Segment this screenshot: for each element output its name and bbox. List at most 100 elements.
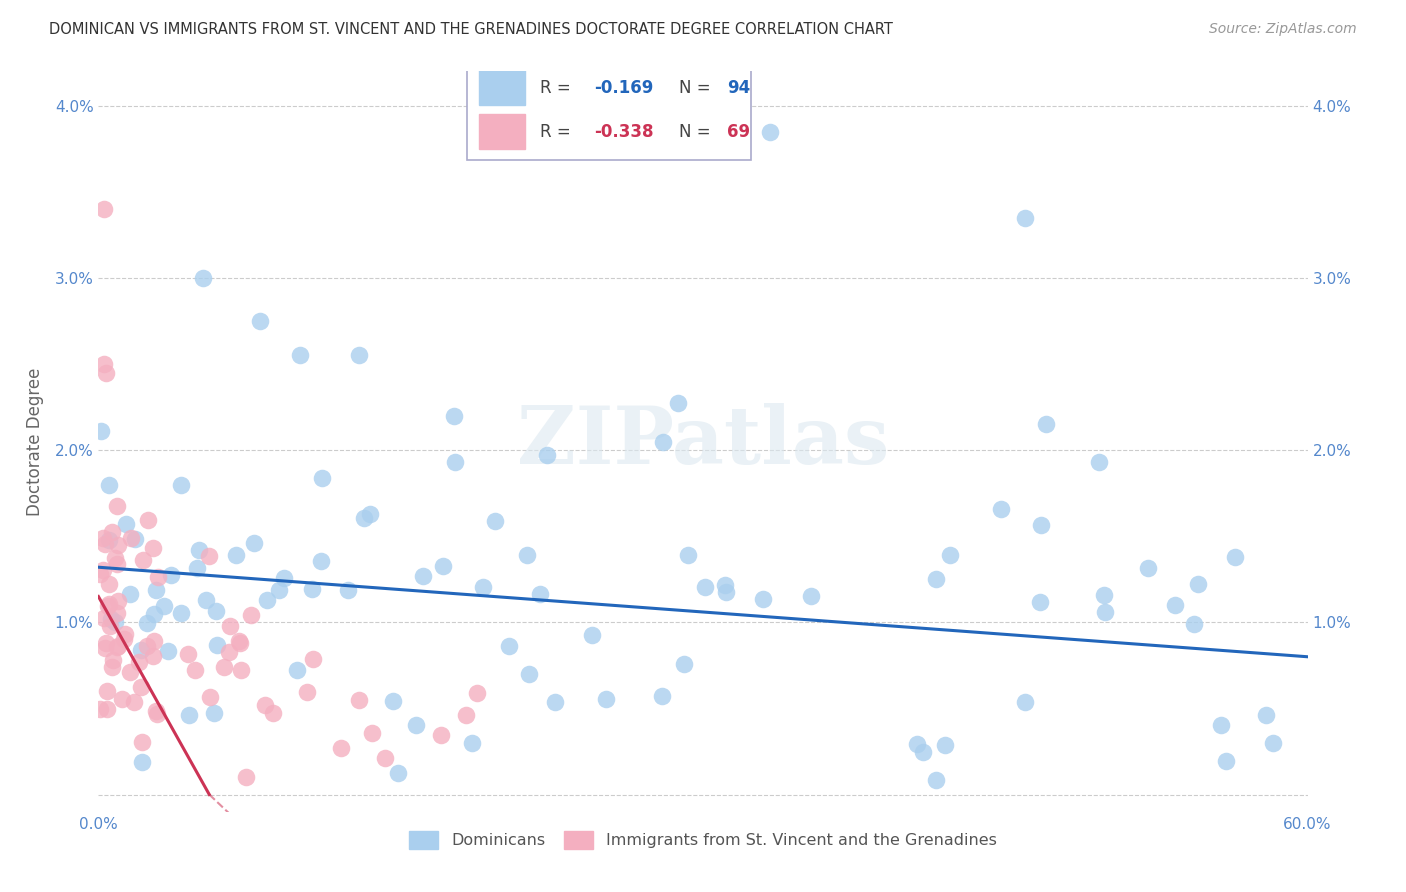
Point: [131, 735, 153, 749]
Point: [93, 611, 115, 625]
Point: [1187, 576, 1209, 591]
Point: [1225, 550, 1247, 565]
Point: [129, 680, 152, 694]
Point: [142, 541, 165, 555]
Text: ZIPatlas: ZIPatlas: [517, 402, 889, 481]
Point: [938, 548, 960, 562]
Point: [361, 726, 384, 740]
Point: [153, 599, 176, 614]
Point: [1137, 561, 1160, 575]
Point: [387, 765, 409, 780]
Point: [97, 599, 120, 614]
Point: [262, 706, 284, 721]
Text: R =: R =: [540, 78, 576, 96]
Point: [925, 773, 948, 788]
Point: [114, 516, 136, 531]
Point: [193, 271, 215, 285]
Point: [96, 366, 118, 380]
Point: [412, 569, 434, 583]
Point: [98, 477, 121, 491]
Point: [107, 639, 129, 653]
Point: [353, 510, 375, 524]
Y-axis label: Doctorate Degree: Doctorate Degree: [25, 368, 44, 516]
Point: [516, 548, 538, 562]
Point: [118, 586, 141, 600]
Point: [89, 702, 111, 716]
Point: [235, 770, 257, 784]
Point: [297, 685, 319, 699]
Point: [666, 396, 689, 410]
Point: [1263, 736, 1285, 750]
Point: [678, 549, 700, 563]
Point: [651, 690, 673, 704]
Legend: Dominicans, Immigrants from St. Vincent and the Grenadines: Dominicans, Immigrants from St. Vincent …: [404, 824, 1002, 855]
Point: [132, 553, 155, 567]
Point: [309, 554, 332, 568]
Point: [177, 647, 200, 661]
Point: [198, 549, 221, 563]
Point: [120, 531, 142, 545]
Point: [269, 583, 291, 598]
Point: [311, 471, 333, 485]
Point: [432, 558, 454, 573]
Point: [122, 695, 145, 709]
Point: [651, 434, 673, 449]
Point: [1088, 455, 1111, 469]
Point: [288, 348, 311, 362]
Text: 94: 94: [727, 78, 751, 96]
Point: [142, 633, 165, 648]
Point: [107, 640, 129, 654]
Point: [142, 607, 165, 622]
Point: [96, 636, 118, 650]
Point: [145, 705, 167, 719]
Point: [204, 706, 226, 720]
Point: [89, 566, 111, 581]
Point: [461, 736, 484, 750]
Point: [131, 755, 153, 769]
Point: [112, 632, 135, 646]
Point: [179, 708, 201, 723]
Point: [186, 561, 208, 575]
Point: [444, 455, 467, 469]
Point: [581, 628, 603, 642]
Point: [498, 640, 520, 654]
Point: [103, 653, 125, 667]
Point: [100, 525, 122, 540]
Text: Source: ZipAtlas.com: Source: ZipAtlas.com: [1209, 22, 1357, 37]
Point: [465, 686, 488, 700]
Point: [100, 612, 122, 626]
Point: [443, 409, 465, 424]
Point: [905, 737, 928, 751]
Point: [128, 655, 150, 669]
Point: [114, 626, 136, 640]
Point: [359, 508, 381, 522]
Point: [285, 664, 308, 678]
Point: [330, 740, 353, 755]
Point: [1182, 616, 1205, 631]
Point: [1029, 595, 1052, 609]
FancyBboxPatch shape: [467, 61, 751, 161]
Point: [405, 718, 427, 732]
Point: [94, 640, 117, 655]
Point: [98, 533, 121, 548]
Point: [595, 692, 617, 706]
Point: [136, 616, 159, 631]
Point: [714, 585, 737, 599]
Point: [96, 702, 118, 716]
Point: [138, 513, 160, 527]
Point: [1035, 417, 1057, 432]
Point: [170, 607, 193, 621]
Point: [214, 660, 236, 674]
Point: [800, 589, 823, 603]
Point: [101, 660, 124, 674]
Point: [93, 357, 115, 371]
Point: [160, 568, 183, 582]
Point: [107, 594, 129, 608]
Point: [105, 606, 128, 620]
Point: [142, 648, 165, 663]
Text: N =: N =: [679, 78, 716, 96]
Point: [382, 694, 405, 708]
Text: 69: 69: [727, 123, 751, 141]
Point: [91, 531, 114, 545]
Point: [194, 593, 217, 607]
